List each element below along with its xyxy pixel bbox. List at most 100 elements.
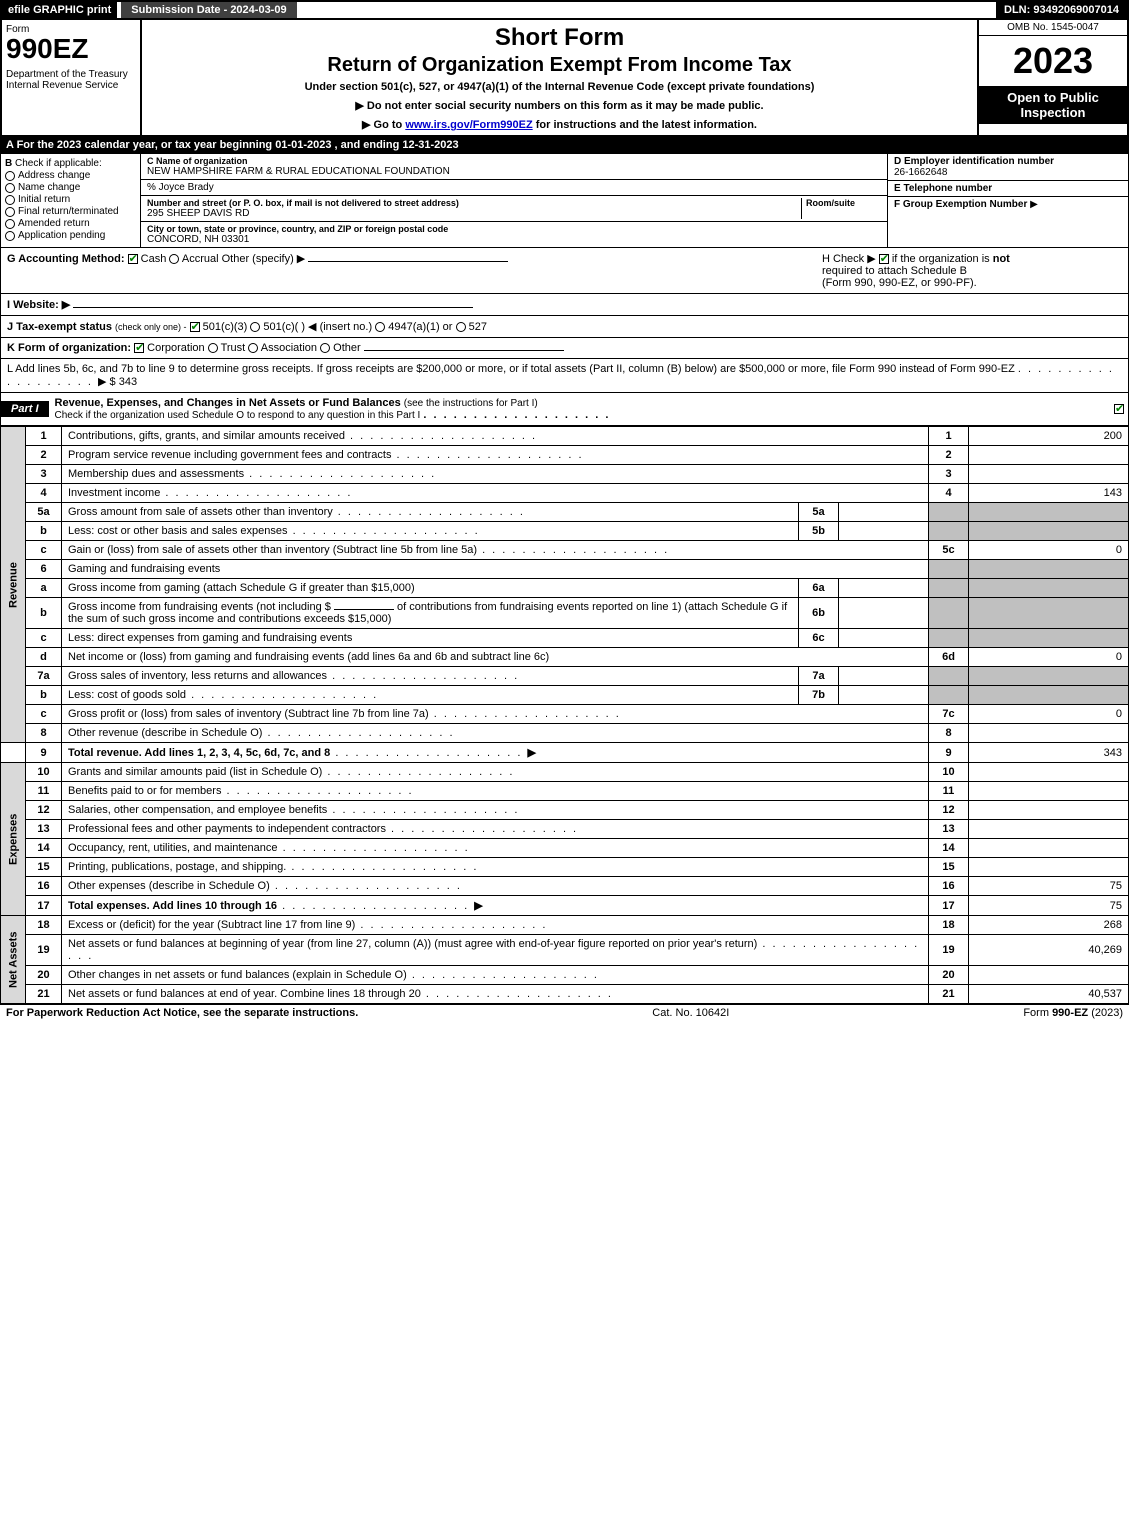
line-13-num: 13 (26, 820, 62, 839)
other-org-checkbox[interactable] (320, 343, 330, 353)
dots-20 (407, 969, 599, 981)
line-11-amt (969, 782, 1129, 801)
address-change-checkbox[interactable] (5, 171, 15, 181)
line-5b-amt-shade (969, 522, 1129, 541)
website-input[interactable] (73, 307, 473, 308)
line-7c-desc: Gross profit or (loss) from sales of inv… (68, 708, 429, 720)
corporation-checkbox[interactable] (134, 343, 144, 353)
line-4-desc: Investment income (68, 487, 160, 499)
part-1-title: Revenue, Expenses, and Changes in Net As… (49, 393, 1110, 425)
line-7a-amt-shade (969, 667, 1129, 686)
schedule-b-checkbox[interactable] (879, 254, 889, 264)
inspection-label: Open to Public Inspection (979, 86, 1127, 124)
line-6c-subval (839, 629, 929, 648)
part-1-label: Part I (1, 401, 49, 417)
association-checkbox[interactable] (248, 343, 258, 353)
part-1-table: Revenue 1 Contributions, gifts, grants, … (0, 426, 1129, 1004)
cash-checkbox[interactable] (128, 254, 138, 264)
line-1-ln: 1 (929, 427, 969, 446)
line-7b-amt-shade (969, 686, 1129, 705)
line-20-desc: Other changes in net assets or fund bala… (68, 969, 407, 981)
501c-label: 501(c)( ) (263, 321, 305, 333)
line-2-amt (969, 446, 1129, 465)
line-13-amt (969, 820, 1129, 839)
527-checkbox[interactable] (456, 322, 466, 332)
city-label: City or town, state or province, country… (147, 224, 881, 234)
line-9-ln: 9 (929, 743, 969, 763)
line-7c-amt: 0 (969, 705, 1129, 724)
other-specify-input[interactable] (308, 261, 508, 262)
line-14-ln: 14 (929, 839, 969, 858)
line-12-desc: Salaries, other compensation, and employ… (68, 804, 327, 816)
line-6-desc: Gaming and fundraising events (62, 560, 929, 579)
line-10-ln: 10 (929, 763, 969, 782)
line-5a-subval (839, 503, 929, 522)
line-1-amt: 200 (969, 427, 1129, 446)
footer-center: Cat. No. 10642I (652, 1007, 729, 1019)
line-5c-num: c (26, 541, 62, 560)
dots-5c (477, 544, 669, 556)
top-bar: efile GRAPHIC print Submission Date - 20… (0, 0, 1129, 20)
line-8-ln: 8 (929, 724, 969, 743)
line-15-ln: 15 (929, 858, 969, 877)
line-5a-sub: 5a (799, 503, 839, 522)
irs-link[interactable]: www.irs.gov/Form990EZ (405, 119, 532, 131)
addr-label: Number and street (or P. O. box, if mail… (147, 198, 801, 208)
501c-checkbox[interactable] (250, 322, 260, 332)
schedule-b-check: H Check ▶ if the organization is not req… (822, 252, 1122, 289)
application-pending-label: Application pending (18, 230, 105, 241)
footer-left: For Paperwork Reduction Act Notice, see … (6, 1007, 358, 1019)
dots-7a (327, 670, 519, 682)
schedule-o-checkbox[interactable] (1114, 404, 1124, 414)
line-5b-subval (839, 522, 929, 541)
line-6b-num: b (26, 598, 62, 629)
other-label: Other (specify) ▶ (222, 253, 306, 265)
dots-1 (345, 430, 537, 442)
application-pending-checkbox[interactable] (5, 231, 15, 241)
efile-label[interactable]: efile GRAPHIC print (2, 2, 117, 18)
dots-21 (421, 988, 613, 1000)
row-g-h: G Accounting Method: Cash Accrual Other … (0, 248, 1129, 294)
dots-5a (333, 506, 525, 518)
line-6c-desc: Less: direct expenses from gaming and fu… (68, 632, 352, 644)
form-number: 990EZ (6, 35, 136, 63)
line-12-num: 12 (26, 801, 62, 820)
line-21-desc: Net assets or fund balances at end of ye… (68, 988, 421, 1000)
submission-date: Submission Date - 2024-03-09 (121, 2, 296, 18)
accrual-checkbox[interactable] (169, 254, 179, 264)
line-6c-amt-shade (969, 629, 1129, 648)
row-j: J Tax-exempt status (check only one) - 5… (0, 316, 1129, 338)
line-14-num: 14 (26, 839, 62, 858)
website-label: I Website: ▶ (7, 299, 70, 311)
line-18-num: 18 (26, 916, 62, 935)
accrual-label: Accrual (182, 253, 219, 265)
line-7b-num: b (26, 686, 62, 705)
name-change-checkbox[interactable] (5, 183, 15, 193)
trust-checkbox[interactable] (208, 343, 218, 353)
room-label: Room/suite (806, 198, 881, 208)
line-11-desc: Benefits paid to or for members (68, 785, 221, 797)
section-a-bar: A For the 2023 calendar year, or tax yea… (0, 137, 1129, 153)
amended-return-checkbox[interactable] (5, 219, 15, 229)
city-state-zip: CONCORD, NH 03301 (147, 234, 881, 245)
other-org-input[interactable] (364, 350, 564, 351)
final-return-label: Final return/terminated (18, 206, 119, 217)
line-5a-num: 5a (26, 503, 62, 522)
line-15-amt (969, 858, 1129, 877)
dots-10 (322, 766, 514, 778)
line-6b-amount-input[interactable] (334, 609, 394, 610)
4947-checkbox[interactable] (375, 322, 385, 332)
dots-4 (160, 487, 352, 499)
line-16-ln: 16 (929, 877, 969, 896)
line-19-ln: 19 (929, 935, 969, 966)
part-1-title-text: Revenue, Expenses, and Changes in Net As… (55, 397, 401, 409)
line-8-amt (969, 724, 1129, 743)
501c3-label: 501(c)(3) (203, 321, 248, 333)
initial-return-checkbox[interactable] (5, 195, 15, 205)
final-return-checkbox[interactable] (5, 207, 15, 217)
line-20-num: 20 (26, 966, 62, 985)
501c3-checkbox[interactable] (190, 322, 200, 332)
line-6a-amt-shade (969, 579, 1129, 598)
group-exemption-label: F Group Exemption Number (894, 199, 1027, 210)
line-9-amt: 343 (969, 743, 1129, 763)
